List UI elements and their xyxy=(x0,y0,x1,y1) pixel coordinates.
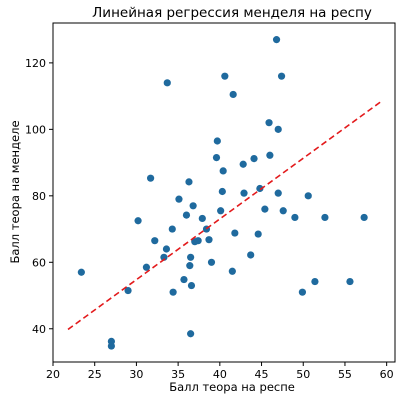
y-tick-label: 120 xyxy=(25,57,46,70)
data-point xyxy=(182,211,191,219)
data-point xyxy=(186,262,194,270)
data-point xyxy=(274,189,282,197)
plot-area: 20 25 30 35 40 45 50 55 60 40 60 80 100 120 xyxy=(25,22,396,381)
data-point xyxy=(291,213,299,222)
x-tick-label: 55 xyxy=(338,368,352,381)
data-point xyxy=(272,36,281,44)
data-point xyxy=(298,288,307,296)
data-point xyxy=(247,251,255,259)
data-point xyxy=(213,137,221,145)
data-point xyxy=(261,205,269,213)
x-tick-label: 40 xyxy=(213,368,227,381)
data-point xyxy=(134,217,142,225)
y-tick-label: 100 xyxy=(25,123,46,136)
y-tick-label: 40 xyxy=(32,323,46,336)
data-point xyxy=(77,268,85,276)
data-point xyxy=(160,253,168,261)
data-point xyxy=(151,237,159,245)
data-point xyxy=(124,286,132,295)
x-tick-label: 50 xyxy=(296,368,310,381)
data-point xyxy=(187,253,195,261)
data-point xyxy=(277,72,286,80)
chart-title: Линейная регрессия менделя на респу xyxy=(92,5,372,21)
data-point xyxy=(187,330,195,338)
y-axis-label: Балл теора на менделе xyxy=(8,120,22,263)
data-point xyxy=(304,192,312,200)
data-point xyxy=(360,213,368,222)
data-point xyxy=(198,214,206,223)
data-point xyxy=(254,230,262,238)
data-point xyxy=(265,119,273,127)
data-point xyxy=(321,213,329,222)
data-point xyxy=(162,245,171,253)
y-tick-label: 80 xyxy=(32,190,46,203)
data-point xyxy=(346,277,354,286)
data-point xyxy=(169,288,177,296)
data-point xyxy=(187,281,196,290)
x-axis-label: Балл теора на респе xyxy=(169,380,295,394)
data-point xyxy=(279,207,287,215)
data-point xyxy=(168,225,176,233)
data-point xyxy=(219,167,227,175)
data-point xyxy=(218,187,226,196)
data-point xyxy=(147,174,155,182)
y-tick-label: 60 xyxy=(32,256,46,269)
data-point xyxy=(205,236,213,244)
data-point xyxy=(311,277,319,286)
data-point xyxy=(207,258,216,266)
data-point xyxy=(274,125,282,133)
x-tick-label: 20 xyxy=(46,368,60,381)
data-point xyxy=(107,342,115,350)
data-point xyxy=(250,155,258,163)
data-point xyxy=(221,72,229,80)
data-point xyxy=(185,178,193,186)
data-point xyxy=(180,275,188,284)
data-point xyxy=(217,207,225,215)
regression-line xyxy=(67,101,382,331)
data-point xyxy=(142,263,151,271)
data-point xyxy=(212,154,221,162)
data-point xyxy=(228,267,236,275)
data-point xyxy=(256,184,264,193)
data-point xyxy=(240,189,248,197)
x-tick-label: 25 xyxy=(88,368,102,381)
data-point xyxy=(239,160,247,168)
data-point xyxy=(229,90,237,99)
data-point xyxy=(194,237,202,245)
x-tick-label: 30 xyxy=(129,368,143,381)
data-point xyxy=(266,151,274,159)
data-point xyxy=(163,79,171,87)
x-tick-label: 35 xyxy=(171,368,185,381)
data-point xyxy=(189,202,197,210)
plot-frame xyxy=(52,22,396,363)
data-point xyxy=(175,195,183,203)
data-point xyxy=(231,229,239,237)
x-tick-label: 60 xyxy=(380,368,394,381)
x-tick-label: 45 xyxy=(255,368,269,381)
